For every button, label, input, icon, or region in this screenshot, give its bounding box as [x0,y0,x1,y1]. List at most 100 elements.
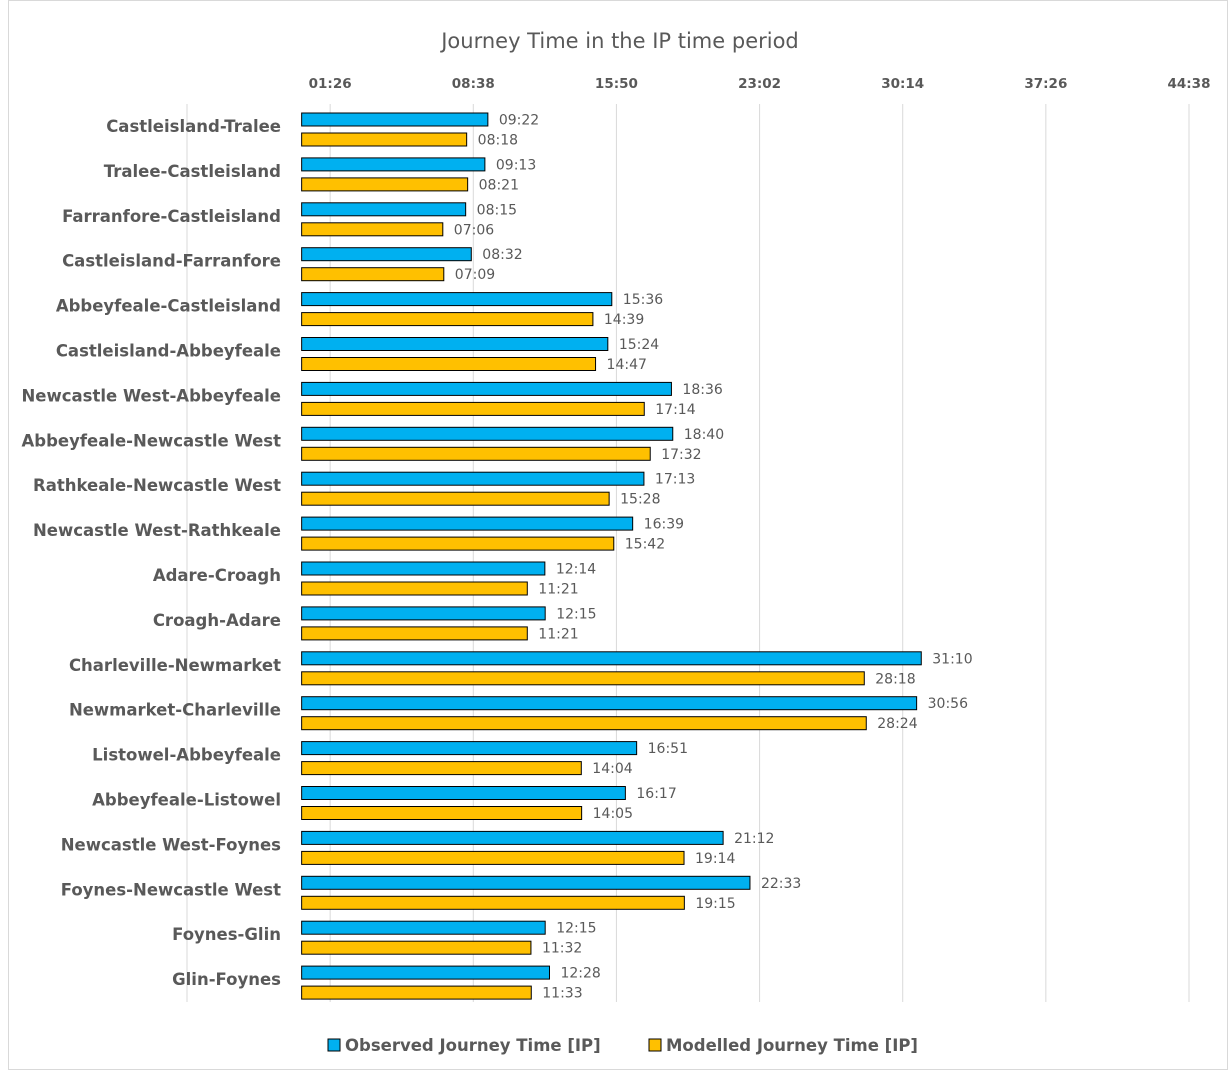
category-label: Abbeyfeale-Listowel [92,791,281,810]
data-label: 08:18 [478,133,518,149]
category-label: Abbeyfeale-Castleisland [56,297,281,316]
data-label: 15:24 [619,337,659,353]
data-label: 17:13 [655,472,695,488]
modelled-bar [301,581,528,596]
data-labels: 09:22 08:18 09:13 08:21 08:15 07:06 08:32 07:09… [454,113,973,1002]
observed-bar [301,157,486,172]
observed-bar [301,830,724,845]
data-label: 12:15 [556,606,596,622]
data-label: 07:06 [454,222,494,238]
modelled-bar [301,401,645,416]
category-label: Rathkeale-Newcastle West [33,476,281,495]
category-label: Castleisland-Tralee [106,117,281,136]
category-label: Foynes-Newcastle West [61,880,281,899]
data-label: 28:24 [877,716,917,732]
modelled-bar [301,446,651,461]
modelled-bar [301,850,685,865]
observed-bar [301,606,546,621]
category-label: Tralee-Castleisland [104,162,281,181]
data-label: 15:42 [625,537,665,553]
data-label: 17:32 [661,447,701,463]
observed-bar [301,651,922,666]
legend-observed-label: Observed Journey Time [IP] [345,1036,601,1055]
x-axis-ticks: 01:26 08:38 15:50 23:02 30:14 37:26 44:38 [309,76,1211,92]
legend-modelled-label: Modelled Journey Time [IP] [666,1036,918,1055]
observed-bar [301,112,489,127]
observed-bar [301,965,550,980]
x-tick-label: 37:26 [1024,76,1067,92]
data-label: 15:28 [620,492,660,508]
category-label: Croagh-Adare [153,611,281,630]
data-label: 11:33 [542,986,582,1002]
x-tick-label: 08:38 [452,76,495,92]
modelled-bar [301,536,615,551]
category-label: Newcastle West-Foynes [61,835,281,854]
category-label: Newcastle West-Rathkeale [33,521,281,540]
modelled-bar [301,626,528,641]
data-label: 08:15 [477,202,517,218]
modelled-bar [301,895,685,910]
data-label: 14:04 [592,761,632,777]
observed-bar [301,920,546,935]
modelled-bar [301,985,532,1000]
observed-bar [301,202,467,217]
modelled-bar [301,671,865,686]
x-tick-label: 44:38 [1168,76,1211,92]
data-label: 28:18 [875,671,915,687]
data-label: 16:51 [648,741,688,757]
x-tick-label: 30:14 [881,76,924,92]
data-label: 09:13 [496,157,536,173]
observed-bar [301,561,546,576]
observed-bar [301,247,472,262]
data-label: 30:56 [928,696,968,712]
data-label: 19:14 [695,851,735,867]
observed-bar [301,741,638,756]
category-axis: Castleisland-Tralee Tralee-Castleisland Fa… [21,117,281,989]
observed-bar [301,516,634,531]
observed-bar [301,875,751,890]
legend-modelled-swatch [648,1038,662,1052]
data-label: 12:28 [560,966,600,982]
category-label: Glin-Foynes [172,970,281,989]
modelled-bar [301,132,468,147]
observed-bar [301,426,674,441]
data-label: 11:21 [538,582,578,598]
category-label: Adare-Croagh [153,566,281,585]
data-label: 18:40 [684,427,724,443]
data-label: 14:39 [604,312,644,328]
data-label: 22:33 [761,876,801,892]
data-label: 17:14 [655,402,695,418]
category-label: Abbeyfeale-Newcastle West [21,431,281,450]
modelled-bar [301,761,582,776]
data-label: 19:15 [695,896,735,912]
modelled-bar [301,716,867,731]
category-label: Listowel-Abbeyfeale [92,746,281,765]
modelled-bar [301,222,444,237]
data-label: 08:21 [479,177,519,193]
data-label: 07:09 [455,267,495,283]
data-label: 11:21 [538,626,578,642]
data-label: 31:10 [932,651,972,667]
category-label: Farranfore-Castleisland [62,207,281,226]
modelled-bar [301,491,610,506]
gridlines [186,104,1190,1002]
modelled-bar [301,177,469,192]
data-label: 12:15 [556,921,596,937]
category-label: Newmarket-Charleville [69,701,281,720]
x-tick-label: 15:50 [595,76,638,92]
bars [301,112,922,1000]
legend: Observed Journey Time [IP] Modelled Journ… [327,1036,918,1055]
data-label: 18:36 [682,382,722,398]
modelled-bar [301,312,594,327]
data-label: 14:47 [607,357,647,373]
category-label: Newcastle West-Abbeyfeale [21,386,281,405]
modelled-bar [301,806,583,820]
x-tick-label: 01:26 [309,76,352,92]
x-tick-label: 23:02 [738,76,781,92]
data-label: 12:14 [556,562,596,578]
data-label: 09:22 [499,113,539,129]
modelled-bar [301,940,532,955]
modelled-bar [301,267,445,282]
observed-bar [301,381,672,396]
